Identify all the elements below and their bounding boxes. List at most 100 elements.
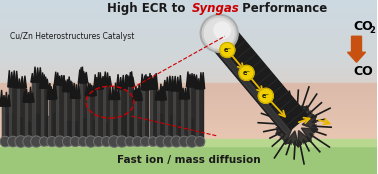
Bar: [173, 91, 180, 145]
Polygon shape: [97, 72, 100, 89]
Polygon shape: [106, 72, 109, 85]
Bar: [2, 106, 4, 145]
Bar: [102, 122, 107, 145]
Bar: [127, 86, 129, 145]
Bar: [0, 13, 378, 17]
Polygon shape: [174, 76, 177, 91]
Bar: [0, 96, 378, 99]
Bar: [150, 121, 155, 145]
Bar: [181, 99, 183, 145]
Bar: [0, 130, 378, 133]
Bar: [17, 88, 25, 145]
Polygon shape: [122, 75, 125, 89]
Polygon shape: [200, 72, 203, 89]
Circle shape: [187, 137, 197, 146]
Polygon shape: [111, 87, 114, 100]
Polygon shape: [25, 89, 28, 102]
Bar: [0, 123, 378, 126]
Bar: [173, 91, 175, 145]
Bar: [0, 40, 378, 44]
Bar: [9, 87, 17, 145]
Polygon shape: [8, 70, 11, 87]
Bar: [65, 121, 70, 145]
Bar: [150, 89, 156, 145]
Polygon shape: [155, 73, 158, 89]
Polygon shape: [150, 75, 153, 89]
Text: e⁻: e⁻: [243, 70, 251, 76]
Polygon shape: [130, 71, 133, 86]
Bar: [95, 89, 102, 145]
Bar: [0, 99, 378, 102]
Circle shape: [40, 137, 49, 146]
Polygon shape: [125, 74, 128, 86]
Circle shape: [54, 136, 65, 147]
Polygon shape: [133, 90, 136, 100]
Bar: [0, 98, 378, 101]
Polygon shape: [70, 81, 72, 92]
Polygon shape: [161, 86, 164, 100]
Bar: [118, 89, 126, 145]
Polygon shape: [186, 82, 189, 99]
Polygon shape: [347, 36, 366, 62]
Circle shape: [71, 138, 79, 145]
Bar: [0, 35, 378, 38]
Polygon shape: [39, 67, 42, 82]
Polygon shape: [301, 128, 318, 142]
Polygon shape: [108, 89, 112, 100]
Circle shape: [126, 138, 133, 145]
Bar: [0, 20, 378, 24]
Circle shape: [94, 137, 104, 147]
Bar: [41, 88, 43, 145]
Polygon shape: [197, 78, 200, 89]
Bar: [0, 130, 378, 134]
Bar: [0, 74, 378, 78]
Bar: [0, 56, 378, 60]
Circle shape: [220, 42, 235, 57]
Polygon shape: [99, 72, 102, 89]
Polygon shape: [117, 89, 120, 100]
Bar: [0, 89, 378, 92]
Bar: [0, 15, 378, 18]
Polygon shape: [31, 93, 34, 102]
Bar: [25, 102, 33, 145]
Bar: [197, 89, 198, 145]
Polygon shape: [7, 95, 10, 106]
Circle shape: [195, 137, 204, 146]
Bar: [0, 89, 378, 92]
Text: Syngas: Syngas: [192, 2, 240, 15]
Bar: [0, 129, 378, 132]
Polygon shape: [124, 75, 127, 89]
Polygon shape: [184, 88, 187, 99]
Bar: [0, 135, 378, 139]
Bar: [0, 65, 378, 69]
Bar: [0, 134, 378, 137]
Circle shape: [78, 137, 88, 146]
Bar: [178, 122, 182, 145]
Polygon shape: [44, 77, 47, 88]
Circle shape: [23, 136, 34, 147]
Polygon shape: [147, 77, 150, 90]
Polygon shape: [301, 106, 317, 121]
Circle shape: [171, 136, 182, 147]
Polygon shape: [73, 83, 76, 98]
Bar: [0, 117, 378, 121]
Circle shape: [64, 138, 71, 145]
Circle shape: [239, 65, 254, 80]
Polygon shape: [3, 95, 6, 106]
Bar: [0, 24, 378, 27]
Bar: [0, 33, 378, 36]
Polygon shape: [51, 89, 54, 99]
Bar: [0, 128, 378, 132]
Polygon shape: [143, 76, 146, 90]
Polygon shape: [179, 87, 182, 99]
Bar: [0, 92, 378, 96]
Bar: [0, 37, 378, 40]
Circle shape: [125, 137, 134, 146]
Polygon shape: [141, 74, 144, 90]
Polygon shape: [47, 85, 50, 99]
Polygon shape: [151, 78, 154, 89]
Polygon shape: [179, 75, 182, 91]
Bar: [0, 4, 378, 7]
Bar: [0, 114, 378, 117]
Bar: [0, 108, 378, 112]
